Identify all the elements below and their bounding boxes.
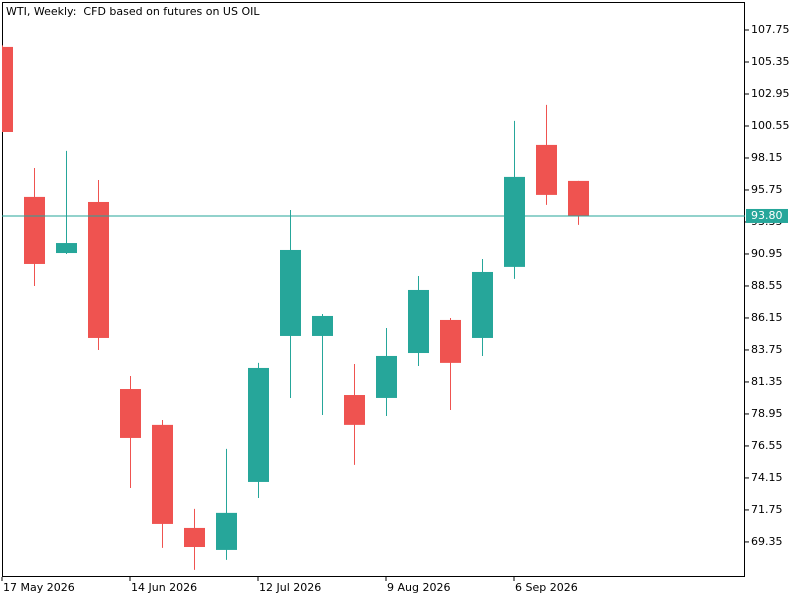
- chart-title: WTI, Weekly: CFD based on futures on US …: [6, 5, 260, 18]
- y-tick-label: 71.75: [751, 503, 783, 516]
- x-tick-label: 9 Aug 2026: [387, 581, 450, 594]
- y-tick-label: 76.55: [751, 439, 783, 452]
- y-tick-label: 98.15: [751, 151, 783, 164]
- candle-body: [472, 271, 493, 338]
- candle-body: [568, 180, 589, 216]
- candle-body: [2, 46, 13, 132]
- x-tick-label: 14 Jun 2026: [131, 581, 197, 594]
- candle-body: [376, 355, 397, 398]
- candle-body: [56, 243, 77, 254]
- y-tick-label: 81.35: [751, 375, 783, 388]
- y-tick-label: 88.55: [751, 279, 783, 292]
- x-tick-label: 6 Sep 2026: [515, 581, 578, 594]
- x-tick-label: 12 Jul 2026: [259, 581, 321, 594]
- candle-body: [120, 389, 141, 438]
- y-tick-label: 69.35: [751, 535, 783, 548]
- x-tick-label: 17 May 2026: [3, 581, 75, 594]
- candle-body: [536, 144, 557, 195]
- candle-body: [440, 319, 461, 363]
- candle-body: [184, 527, 205, 548]
- candle-body: [88, 201, 109, 338]
- y-tick-label: 100.55: [751, 119, 790, 132]
- y-tick-label: 107.75: [751, 23, 790, 36]
- candle-body: [248, 367, 269, 482]
- y-tick-label: 105.35: [751, 55, 790, 68]
- plot-area: [2, 45, 745, 570]
- y-tick-label: 78.95: [751, 407, 783, 420]
- y-tick-label: 95.75: [751, 183, 783, 196]
- candle-body: [344, 395, 365, 425]
- last-price-label: 93.80: [751, 209, 783, 222]
- y-tick-label: 90.95: [751, 247, 783, 260]
- last-price-tag: [746, 208, 788, 223]
- candle-body: [408, 289, 429, 354]
- candle-body: [24, 196, 45, 264]
- plot-frame: [2, 2, 745, 577]
- y-tick-label: 74.15: [751, 471, 783, 484]
- candle-body: [152, 424, 173, 524]
- y-tick-label: 83.75: [751, 343, 783, 356]
- candle-body: [312, 315, 333, 336]
- candle-body: [504, 176, 525, 267]
- y-tick-label: 86.15: [751, 311, 783, 324]
- y-tick-label: 102.95: [751, 87, 790, 100]
- candle-body: [216, 512, 237, 550]
- candle-body: [280, 249, 301, 336]
